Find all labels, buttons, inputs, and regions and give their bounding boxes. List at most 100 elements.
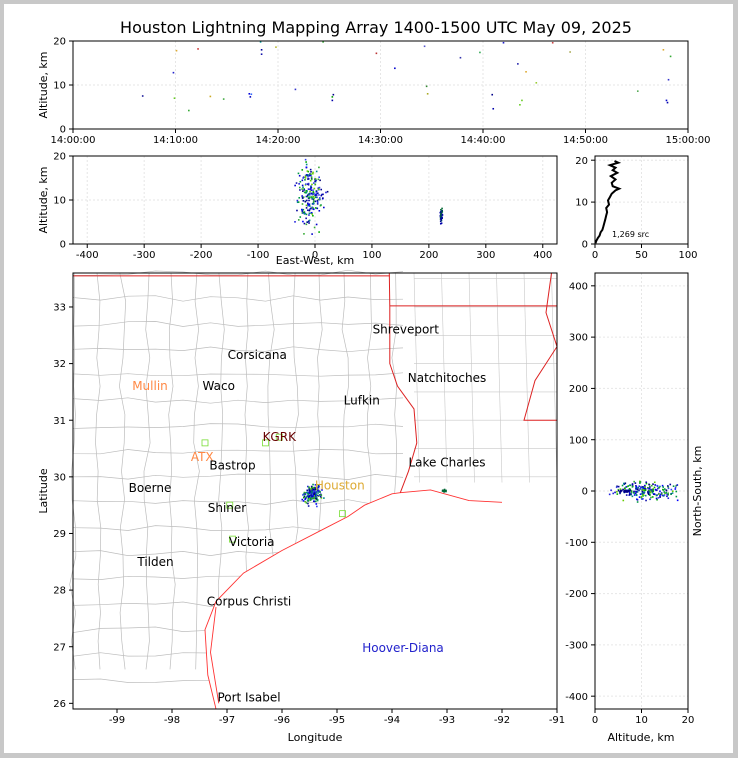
- source-point: [260, 49, 263, 51]
- source-point: [658, 486, 660, 489]
- source-point: [310, 494, 313, 497]
- source-point: [312, 490, 315, 492]
- x-tick-label: 300: [476, 250, 495, 261]
- source-point: [630, 490, 633, 492]
- source-point: [644, 489, 647, 492]
- source-point: [312, 208, 315, 211]
- source-point: [297, 219, 300, 221]
- source-point: [652, 483, 654, 485]
- source-point: [641, 498, 643, 501]
- mississippi-river-border: [523, 272, 558, 421]
- time-height-panel: 14:00:00 14:10:00 14:20:00 14:30:00 14:40:00…: [37, 37, 710, 146]
- source-point: [638, 496, 641, 498]
- source-point: [307, 170, 310, 173]
- source-point: [311, 490, 313, 493]
- source-point: [318, 494, 321, 497]
- source-point: [440, 211, 443, 213]
- source-point: [443, 489, 446, 492]
- source-point: [394, 67, 396, 70]
- source-point: [310, 189, 313, 192]
- source-point: [674, 486, 677, 489]
- source-point: [311, 197, 314, 200]
- source-point: [318, 194, 320, 196]
- east-west-y-axis-label: Altitude, km: [37, 166, 50, 233]
- source-point: [426, 93, 429, 95]
- county-line: [168, 272, 176, 670]
- source-point: [635, 490, 638, 493]
- source-point: [303, 233, 305, 235]
- source-point: [639, 493, 642, 495]
- source-point: [313, 493, 315, 495]
- source-point: [663, 488, 666, 490]
- source-point: [316, 488, 318, 490]
- y-tick-label: 28: [53, 586, 66, 597]
- source-point: [620, 490, 622, 492]
- x-tick-label: 14:20:00: [256, 135, 301, 146]
- longitude-axis-label: Longitude: [288, 731, 343, 744]
- y-tick-label: 10: [53, 81, 66, 92]
- source-point: [671, 492, 674, 494]
- source-point: [310, 207, 312, 210]
- source-point: [298, 196, 301, 199]
- source-point: [297, 172, 300, 175]
- source-point: [625, 490, 627, 492]
- source-point: [635, 488, 637, 490]
- source-point: [306, 199, 308, 202]
- source-point: [312, 182, 315, 184]
- source-point: [440, 214, 443, 216]
- source-point: [310, 176, 313, 178]
- source-point: [306, 221, 309, 223]
- source-point: [314, 493, 317, 496]
- east-west-sources: [294, 158, 444, 235]
- source-point: [310, 173, 312, 176]
- source-point: [625, 494, 628, 496]
- source-point: [317, 489, 320, 492]
- source-point: [667, 492, 669, 495]
- source-point: [314, 196, 317, 199]
- source-point: [619, 488, 622, 490]
- source-point: [659, 493, 662, 496]
- y-tick-label: 20: [53, 37, 66, 48]
- source-point: [641, 491, 644, 494]
- source-point: [312, 191, 315, 193]
- source-point: [305, 217, 307, 220]
- source-point: [309, 192, 311, 195]
- source-point: [670, 493, 672, 496]
- source-point: [305, 161, 307, 163]
- source-point: [661, 493, 663, 495]
- source-point: [633, 480, 635, 483]
- source-point: [314, 180, 316, 183]
- source-point: [311, 493, 314, 496]
- source-point: [667, 78, 670, 81]
- histogram-ticks: 0 50 100 0 10 20: [575, 156, 697, 261]
- map-label: Corpus Christi: [207, 594, 292, 608]
- source-point: [315, 193, 317, 196]
- source-point: [173, 97, 176, 99]
- east-west-x-axis-label: East-West, km: [276, 254, 354, 267]
- barrier-island: [210, 607, 220, 704]
- source-histogram-panel: 0 50 100 0 10 20 1,269 src: [575, 155, 698, 261]
- source-point: [312, 193, 314, 195]
- source-point: [175, 49, 178, 52]
- lma-station-marker: [201, 439, 209, 447]
- source-point: [301, 188, 303, 190]
- source-point: [628, 493, 631, 496]
- source-point: [616, 485, 618, 488]
- map-label: Natchitoches: [408, 371, 486, 385]
- source-point: [312, 483, 314, 486]
- source-point: [502, 41, 505, 44]
- source-point: [667, 493, 669, 496]
- source-point: [308, 486, 310, 488]
- source-point: [647, 487, 650, 490]
- source-point: [664, 492, 666, 495]
- source-point: [317, 178, 320, 181]
- y-tick-label: 26: [53, 699, 66, 710]
- source-point: [640, 496, 643, 499]
- source-point: [325, 191, 327, 194]
- source-point: [440, 218, 443, 221]
- source-point: [641, 490, 644, 493]
- source-point: [310, 487, 313, 490]
- source-point: [650, 496, 652, 499]
- source-point: [479, 51, 481, 54]
- x-tick-label: -100: [247, 250, 270, 261]
